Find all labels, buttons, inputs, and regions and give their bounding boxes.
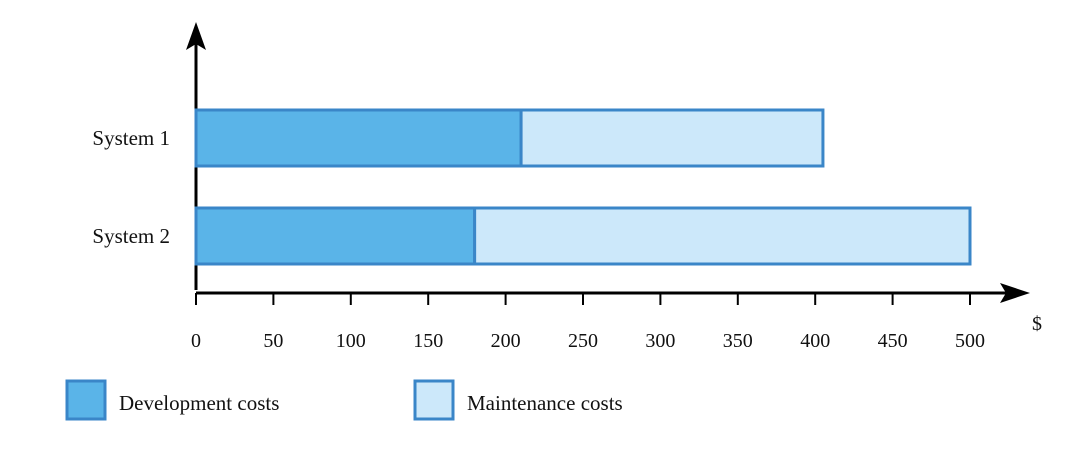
bar-system-2-maintenance bbox=[473, 206, 972, 266]
bar-system-1-maintenance bbox=[519, 108, 825, 168]
x-tick-label-0: 0 bbox=[191, 330, 201, 352]
x-tick-label-150: 150 bbox=[413, 330, 443, 352]
x-tick-label-100: 100 bbox=[336, 330, 366, 352]
x-tick-label-300: 300 bbox=[645, 330, 675, 352]
x-tick-label-250: 250 bbox=[568, 330, 598, 352]
x-axis-ticks bbox=[195, 293, 971, 305]
x-tick-label-50: 50 bbox=[263, 330, 283, 352]
bars bbox=[194, 108, 972, 266]
legend: Development costs Maintenance costs bbox=[65, 379, 623, 421]
x-tick-label-500: 500 bbox=[955, 330, 985, 352]
x-tick-label-400: 400 bbox=[800, 330, 830, 352]
x-tick-label-350: 350 bbox=[723, 330, 753, 352]
legend-swatch-maintenance bbox=[413, 379, 455, 421]
category-label-system-1: System 1 bbox=[92, 126, 170, 150]
legend-swatch-development bbox=[65, 379, 107, 421]
bar-system-2-development bbox=[194, 206, 477, 266]
x-tick-label-450: 450 bbox=[878, 330, 908, 352]
category-label-system-2: System 2 bbox=[92, 224, 170, 248]
category-labels: System 1 System 2 bbox=[92, 126, 170, 248]
x-axis-arrow-icon bbox=[1000, 283, 1030, 303]
x-axis-tick-labels: 0 50 100 150 200 250 300 350 400 450 500 bbox=[191, 330, 985, 352]
y-axis-arrow-icon bbox=[186, 22, 206, 50]
legend-label-development: Development costs bbox=[119, 391, 279, 415]
x-tick-label-200: 200 bbox=[491, 330, 521, 352]
bar-system-1-development bbox=[194, 108, 523, 168]
legend-label-maintenance: Maintenance costs bbox=[467, 391, 623, 415]
x-axis-unit-label: $ bbox=[1032, 313, 1042, 335]
